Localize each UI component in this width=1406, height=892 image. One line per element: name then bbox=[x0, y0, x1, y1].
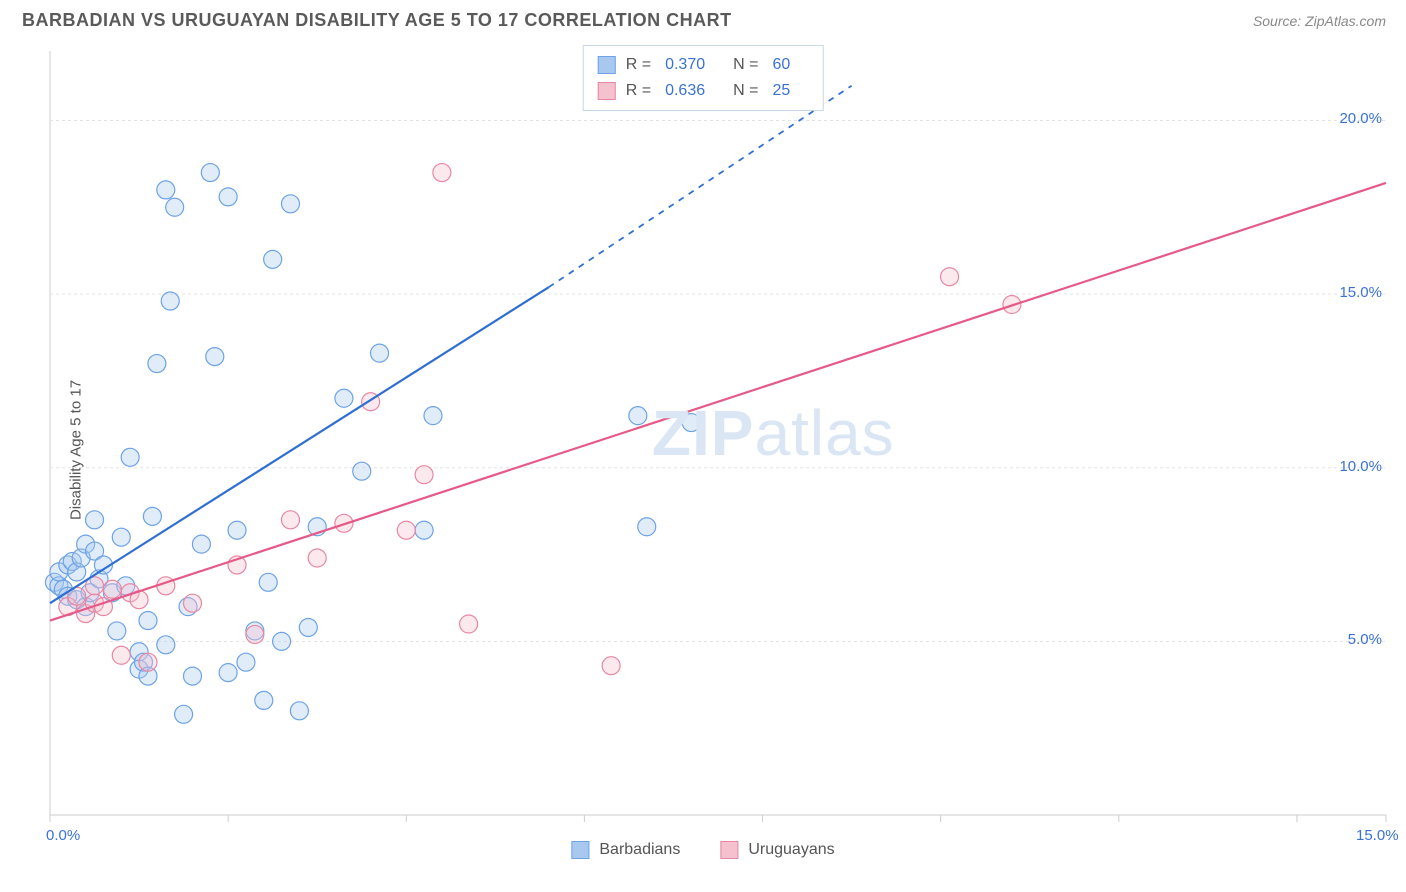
stats-row-barbadians: R = 0.370 N = 60 bbox=[598, 52, 809, 78]
legend-item-barbadians: Barbadians bbox=[571, 841, 680, 859]
scatter-chart-svg bbox=[0, 35, 1406, 865]
y-tick-label: 10.0% bbox=[1339, 458, 1382, 475]
y-tick-label: 15.0% bbox=[1339, 284, 1382, 301]
legend-swatch-barbadians bbox=[571, 841, 589, 859]
n-value-barbadians: 60 bbox=[772, 52, 790, 78]
stats-legend-box: R = 0.370 N = 60 R = 0.636 N = 25 bbox=[583, 45, 824, 111]
source-label: Source: ZipAtlas.com bbox=[1253, 13, 1386, 29]
x-tick-label: 15.0% bbox=[1356, 827, 1399, 844]
n-label: N = bbox=[733, 52, 758, 78]
chart-header: BARBADIAN VS URUGUAYAN DISABILITY AGE 5 … bbox=[0, 0, 1406, 35]
chart-area: Disability Age 5 to 17 ZIPatlas R = 0.37… bbox=[0, 35, 1406, 865]
r-value-uruguayans: 0.636 bbox=[665, 78, 705, 104]
legend-label-uruguayans: Uruguayans bbox=[748, 841, 834, 859]
legend-swatch-uruguayans bbox=[720, 841, 738, 859]
bottom-legend: Barbadians Uruguayans bbox=[571, 841, 834, 859]
y-tick-label: 5.0% bbox=[1348, 631, 1382, 648]
stats-row-uruguayans: R = 0.636 N = 25 bbox=[598, 78, 809, 104]
swatch-barbadians bbox=[598, 56, 616, 74]
y-axis-label: Disability Age 5 to 17 bbox=[68, 380, 85, 520]
chart-title: BARBADIAN VS URUGUAYAN DISABILITY AGE 5 … bbox=[22, 10, 732, 31]
r-label-2: R = bbox=[626, 78, 651, 104]
y-tick-label: 20.0% bbox=[1339, 110, 1382, 127]
swatch-uruguayans bbox=[598, 82, 616, 100]
n-label-2: N = bbox=[733, 78, 758, 104]
r-label: R = bbox=[626, 52, 651, 78]
x-tick-label: 0.0% bbox=[46, 827, 80, 844]
r-value-barbadians: 0.370 bbox=[665, 52, 705, 78]
legend-item-uruguayans: Uruguayans bbox=[720, 841, 834, 859]
legend-label-barbadians: Barbadians bbox=[599, 841, 680, 859]
n-value-uruguayans: 25 bbox=[772, 78, 790, 104]
